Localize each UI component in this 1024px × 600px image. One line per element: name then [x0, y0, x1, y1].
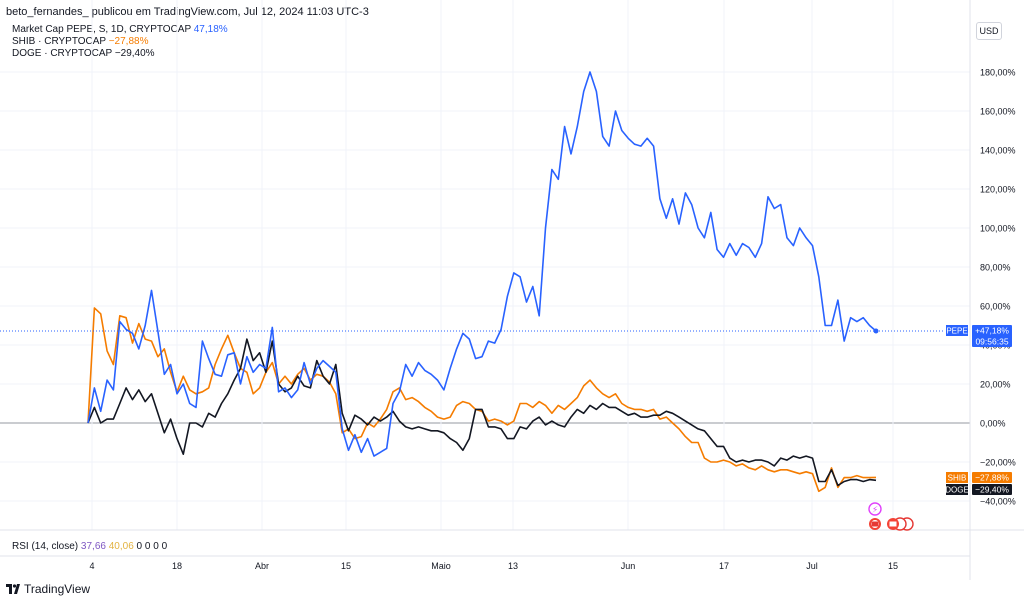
currency-label: USD: [979, 26, 999, 36]
series-line-pepe: [87, 71, 877, 457]
publish-attribution: beto_fernandes_ publicou em TradingView.…: [6, 6, 369, 18]
y-tick-label: 60,00%: [980, 302, 1011, 312]
legend-shib-value: −27,88%: [108, 36, 149, 47]
x-tick-label: Jun: [621, 561, 636, 571]
legend-pepe[interactable]: Market Cap PEPE, S, 1D, CRYPTOCAP 47,18%: [12, 24, 228, 36]
us-flag-event-icon[interactable]: [869, 518, 881, 530]
currency-button[interactable]: USD: [976, 22, 1002, 40]
end-markers: PEPE +47,18%09:56:35 SHIB −27,88% DOGE −29,40…: [945, 325, 1012, 495]
svg-text:−27,88%: −27,88%: [975, 473, 1009, 483]
rsi-value: 37,66: [80, 541, 106, 552]
rsi-label: RSI (14, close): [12, 541, 79, 552]
svg-text:DOGE: DOGE: [945, 486, 969, 495]
y-tick-label: 0,00%: [980, 419, 1006, 429]
series-line-shib: [87, 307, 877, 493]
split-event-icon[interactable]: ⚡: [868, 502, 882, 516]
attribution-text: beto_fernandes_ publicou em TradingView.…: [6, 6, 369, 18]
price-label-pepe[interactable]: PEPE +47,18%09:56:35: [946, 325, 1012, 347]
y-tick-label: 160,00%: [980, 107, 1016, 117]
x-axis[interactable]: 4 18 Abr 15 Maio 13 Jun 17 Jul 15: [89, 561, 898, 571]
x-tick-label: Maio: [431, 561, 451, 571]
x-tick-label: 18: [172, 561, 182, 571]
y-tick-label: 80,00%: [980, 263, 1011, 273]
series-line-doge: [87, 338, 877, 487]
x-tick-label: Jul: [806, 561, 818, 571]
y-tick-label: 120,00%: [980, 185, 1016, 195]
legend-pepe-label: Market Cap PEPE, S, 1D, CRYPTOCAP: [12, 24, 191, 35]
legend-doge-label: DOGE · CRYPTOCAP: [12, 48, 113, 59]
svg-text:09:56:35: 09:56:35: [975, 337, 1008, 347]
grid-lines: [0, 0, 970, 530]
svg-text:SHIB: SHIB: [948, 474, 967, 483]
y-tick-label: 20,00%: [980, 380, 1011, 390]
x-tick-label: Abr: [255, 561, 269, 571]
tradingview-brand[interactable]: TradingView: [6, 582, 90, 596]
tradingview-logo-icon: [6, 584, 20, 594]
price-label-doge[interactable]: DOGE −29,40%: [945, 484, 1012, 495]
rsi-zero-values: 0 0 0 0: [136, 541, 168, 552]
legend-pepe-value: 47,18%: [193, 24, 228, 35]
y-tick-label: 100,00%: [980, 224, 1016, 234]
price-label-shib[interactable]: SHIB −27,88%: [946, 472, 1012, 483]
legend-doge[interactable]: DOGE · CRYPTOCAP −29,40%: [12, 48, 228, 60]
brand-name: TradingView: [24, 582, 91, 596]
y-tick-label: −40,00%: [980, 497, 1016, 507]
x-tick-label: 15: [888, 561, 898, 571]
pepe-last-point: [873, 328, 879, 334]
legend-shib-label: SHIB · CRYPTOCAP: [12, 36, 106, 47]
y-tick-label: 180,00%: [980, 68, 1016, 78]
x-tick-label: 4: [89, 561, 94, 571]
svg-text:⚡: ⚡: [872, 506, 878, 516]
x-tick-label: 15: [341, 561, 351, 571]
svg-text:−29,40%: −29,40%: [975, 485, 1009, 495]
legend-shib[interactable]: SHIB · CRYPTOCAP −27,88%: [12, 36, 228, 48]
svg-text:PEPE: PEPE: [946, 327, 967, 336]
x-tick-label: 17: [719, 561, 729, 571]
rsi-ma-value: 40,06: [108, 541, 134, 552]
series-legend: Market Cap PEPE, S, 1D, CRYPTOCAP 47,18%…: [12, 24, 228, 60]
svg-text:+47,18%: +47,18%: [975, 326, 1009, 336]
rsi-legend[interactable]: RSI (14, close) 37,66 40,06 0 0 0 0: [12, 541, 167, 552]
series-lines: [0, 71, 945, 493]
legend-doge-value: −29,40%: [114, 48, 155, 59]
x-tick-label: 13: [508, 561, 518, 571]
y-tick-label: −20,00%: [980, 458, 1016, 468]
us-flag-event-group-icon[interactable]: [887, 517, 914, 531]
y-axis[interactable]: 180,00% 160,00% 140,00% 120,00% 100,00% 80,00…: [980, 68, 1016, 507]
y-tick-label: 140,00%: [980, 146, 1016, 156]
